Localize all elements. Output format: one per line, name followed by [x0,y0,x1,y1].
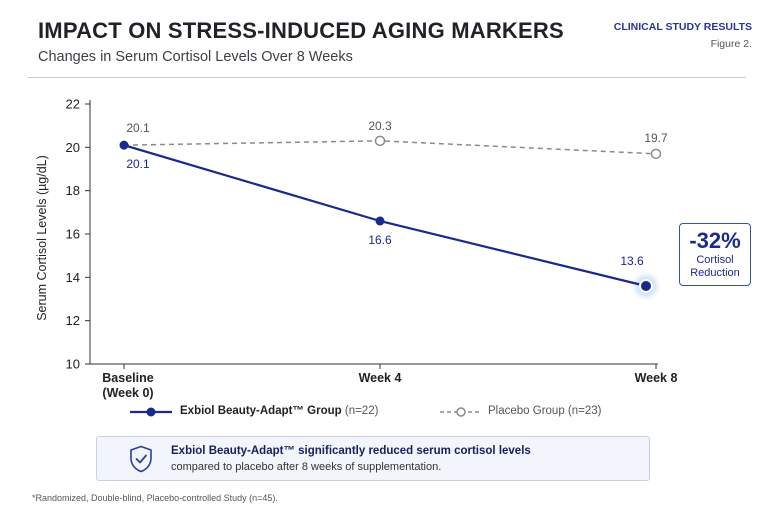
treatment-series-line [123,144,647,288]
x-tick-label: Baseline (Week 0) [102,371,153,400]
y-tick-label: 20 [66,140,80,155]
x-tick-label: Week 8 [635,371,678,385]
reduction-label-line1: Cortisol [696,254,734,266]
reduction-callout: -32% Cortisol Reduction [679,223,751,286]
y-axis-title: Serum Cortisol Levels (µg/dL) [35,155,49,321]
y-tick-label: 22 [66,97,80,112]
placebo-data-label: 20.1 [126,121,150,135]
placebo-series-line [123,140,657,155]
placebo-point [374,135,386,147]
treatment-point [375,216,385,226]
treatment-data-label: 20.1 [126,157,150,171]
shield-check-icon [130,445,152,473]
summary-line2: compared to placebo after 8 weeks of sup… [171,461,442,473]
cortisol-line-chart: 10 12 14 16 18 20 22 Baseline (Week 0) Week 4 Week… [35,97,678,401]
placebo-point [650,148,662,160]
y-tick-label: 14 [66,270,80,285]
legend-swatch-treatment [130,407,172,417]
y-tick-label: 12 [66,313,80,328]
y-tick-label: 10 [66,357,80,372]
treatment-data-label: 13.6 [620,254,644,268]
footnote: *Randomized, Double-blind, Placebo-contr… [32,493,278,503]
chart-legend: Exbiol Beauty-Adapt™ Group (n=22) Placeb… [0,404,768,422]
treatment-data-label: 16.6 [368,233,392,247]
legend-swatch-placebo [440,407,482,417]
header-divider [28,77,746,78]
y-tick-label: 18 [66,183,80,198]
reduction-value: -32% [689,228,741,253]
study-tag: CLINICAL STUDY RESULTS [613,21,752,33]
treatment-point [639,279,653,293]
x-tick-label: Week 4 [359,371,402,385]
summary-box: Exbiol Beauty-Adapt™ significantly reduc… [96,436,650,481]
placebo-data-label: 19.7 [644,131,668,145]
y-tick-label: 16 [66,227,80,242]
page-subtitle: Changes in Serum Cortisol Levels Over 8 … [38,49,353,65]
reduction-label-line2: Reduction [690,267,740,279]
page-title: IMPACT ON STRESS-INDUCED AGING MARKERS [38,18,564,43]
summary-line1: Exbiol Beauty-Adapt™ significantly reduc… [171,445,531,457]
legend-label-treatment: Exbiol Beauty-Adapt™ Group (n=22) [180,405,379,417]
placebo-data-label: 20.3 [368,119,392,133]
treatment-point [119,140,129,150]
legend-label-placebo: Placebo Group (n=23) [488,405,602,417]
figure-label: Figure 2. [710,38,752,50]
